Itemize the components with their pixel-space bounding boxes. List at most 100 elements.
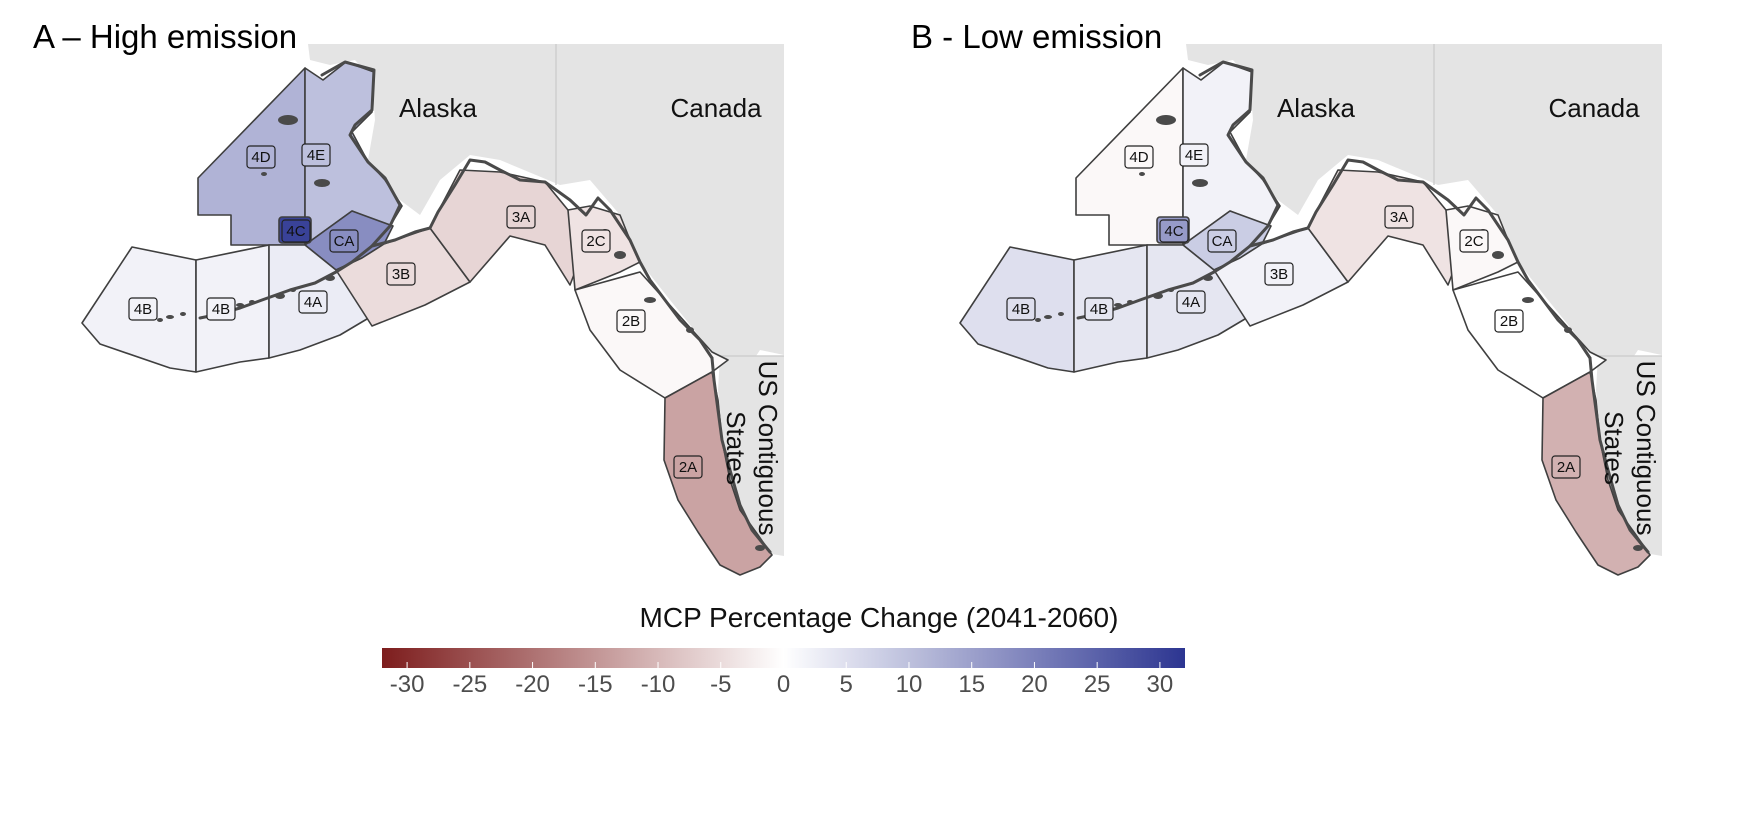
region-label-4b-west: 4B — [128, 297, 158, 321]
country-label-us-line1: US Contiguous — [1631, 361, 1661, 536]
island — [236, 303, 244, 307]
region-label-text: 4D — [251, 149, 270, 166]
island — [1139, 172, 1145, 176]
region-label-box — [1179, 143, 1209, 167]
region-label-text: 2A — [1557, 459, 1575, 476]
island — [1127, 300, 1133, 304]
island — [180, 312, 186, 316]
landmass-us-contiguous — [718, 356, 784, 556]
region-label-2c: 2C — [1459, 229, 1489, 253]
region-label-box — [206, 297, 236, 321]
island — [755, 545, 765, 551]
legend-colorbar: -30 -25 -20 -15 -10 -5 0 5 10 15 20 25 30 — [382, 648, 1185, 698]
island — [314, 179, 330, 187]
region-label-text: 2C — [586, 233, 605, 250]
region-label-4b-east: 4B — [1084, 297, 1114, 321]
region-label-box — [506, 205, 536, 229]
country-label-alaska: Alaska — [1277, 93, 1356, 123]
country-label-canada: Canada — [1548, 93, 1640, 123]
region-label-box — [1006, 297, 1036, 321]
region-label-box — [673, 455, 703, 479]
landmass-us-contiguous — [1596, 356, 1662, 556]
region-label-box — [298, 290, 328, 314]
region-label-text: 4E — [307, 147, 325, 164]
island — [290, 288, 296, 292]
region-label-box — [616, 309, 646, 333]
country-label-us-line1: US Contiguous — [753, 361, 783, 536]
region-label-text: CA — [1212, 233, 1233, 250]
coastline-1 — [1198, 60, 1280, 228]
region-label-2c: 2C — [581, 229, 611, 253]
region-label-box — [1207, 229, 1237, 253]
legend-tick-label: -25 — [452, 671, 487, 698]
region-label-4e: 4E — [1179, 143, 1209, 167]
island — [1203, 275, 1213, 281]
legend-tick-label: 15 — [958, 671, 985, 698]
region-label-ca: CA — [1207, 229, 1237, 253]
region-label-box — [581, 229, 611, 253]
legend-tick-label: 0 — [777, 671, 790, 698]
island — [157, 318, 163, 322]
region-label-4d: 4D — [1124, 145, 1154, 169]
region-label-text: 3B — [392, 266, 410, 283]
region-label-box — [329, 229, 359, 253]
region-label-box — [246, 145, 276, 169]
region-label-text: 4B — [1090, 301, 1108, 318]
panel-high-emission: Alaska Canada US Contiguous States 4D 4E 4C CA 4… — [0, 0, 880, 660]
island — [1168, 288, 1174, 292]
island — [1058, 312, 1064, 316]
island — [1035, 318, 1041, 322]
region-label-3b: 3B — [386, 262, 416, 286]
panel-title: A – High emission — [33, 18, 298, 55]
region-label-box — [1384, 205, 1414, 229]
legend-title: MCP Percentage Change (2041-2060) — [639, 602, 1119, 633]
legend-tick-label: 5 — [840, 671, 853, 698]
region-label-4d: 4D — [246, 145, 276, 169]
region-label-4c: 4C — [281, 219, 311, 243]
country-label-us-line2: States — [1599, 411, 1629, 485]
panel-low-emission: Alaska Canada US Contiguous States 4D 4E 4C CA 4… — [878, 0, 1758, 660]
region-label-text: 2C — [1464, 233, 1483, 250]
region-label-text: 4D — [1129, 149, 1148, 166]
island — [686, 327, 694, 333]
region-label-2b: 2B — [616, 309, 646, 333]
island — [1564, 327, 1572, 333]
legend-tick-label: 10 — [896, 671, 923, 698]
region-label-text: CA — [334, 233, 355, 250]
island — [1156, 115, 1176, 125]
region-label-3b: 3B — [1264, 262, 1294, 286]
region-label-4c: 4C — [1159, 219, 1189, 243]
country-label-alaska: Alaska — [399, 93, 478, 123]
region-label-text: 3A — [512, 209, 530, 226]
legend-tick-label: -15 — [578, 671, 613, 698]
island — [644, 297, 656, 303]
island — [261, 172, 267, 176]
country-label-us-line2: States — [721, 411, 751, 485]
coastline-3 — [1248, 158, 1592, 360]
region-label-ca: CA — [329, 229, 359, 253]
island — [1192, 179, 1208, 187]
island — [275, 293, 285, 299]
region-label-3a: 3A — [1384, 205, 1414, 229]
coastline-1 — [320, 60, 402, 228]
island — [1633, 545, 1643, 551]
region-label-4a: 4A — [1176, 290, 1206, 314]
region-label-box — [128, 297, 158, 321]
region-label-3a: 3A — [506, 205, 536, 229]
region-label-2a: 2A — [673, 455, 703, 479]
region-label-4b-east: 4B — [206, 297, 236, 321]
region-label-4e: 4E — [301, 143, 331, 167]
region-label-text: 2B — [622, 313, 640, 330]
coastline-3 — [370, 158, 714, 360]
island — [325, 275, 335, 281]
island — [1044, 315, 1052, 319]
legend-tick-label: -20 — [515, 671, 550, 698]
island — [1492, 251, 1504, 259]
region-label-text: 4A — [1182, 294, 1200, 311]
region-label-box — [1124, 145, 1154, 169]
region-label-text: 3B — [1270, 266, 1288, 283]
region-label-box — [301, 143, 331, 167]
